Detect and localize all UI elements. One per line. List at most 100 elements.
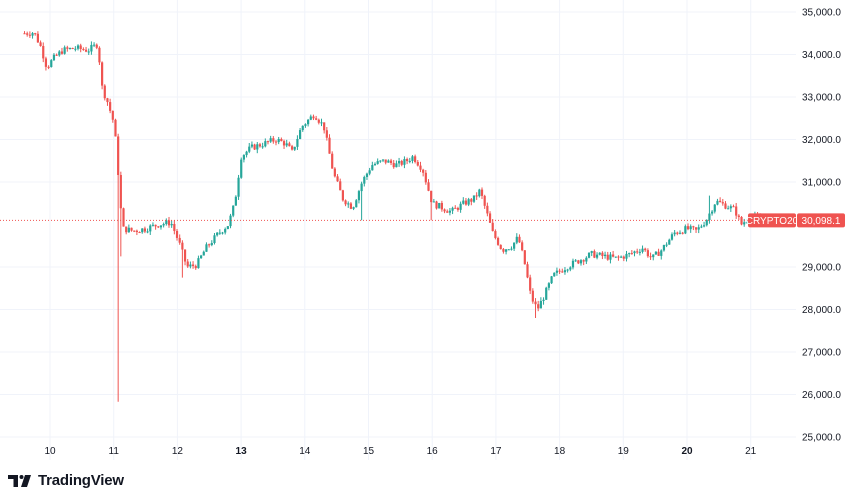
candle (550, 275, 553, 285)
candle-body (232, 205, 235, 216)
candle (175, 229, 179, 241)
candle (387, 159, 390, 163)
candle (702, 221, 706, 228)
candle-body (721, 202, 724, 204)
candle-body (167, 220, 171, 226)
candle-body (582, 260, 585, 262)
candle-body (531, 290, 534, 302)
candle-body (515, 236, 518, 243)
candle (590, 250, 593, 257)
candle-body (504, 249, 508, 252)
candle (488, 211, 492, 223)
candle (569, 266, 572, 272)
candle-body (339, 181, 342, 191)
candle-body (577, 260, 580, 264)
candle-body (272, 138, 275, 142)
candle-body (261, 146, 264, 148)
candle-body (710, 211, 714, 214)
candle-body (403, 159, 406, 165)
candle-body (513, 242, 516, 249)
candle-body (478, 189, 481, 197)
candle-body (620, 256, 623, 258)
candle (577, 259, 580, 265)
candle (593, 249, 596, 259)
candle (384, 159, 387, 165)
candle-body (464, 200, 468, 205)
candle (689, 224, 692, 233)
candle (480, 187, 484, 200)
candle (732, 204, 735, 208)
candle-body (60, 51, 64, 54)
candle-body (162, 224, 165, 226)
candle-body (389, 160, 393, 163)
candle-body (569, 267, 572, 270)
candle (213, 232, 216, 245)
candle-body (240, 159, 243, 178)
candle-body (371, 165, 374, 171)
candle-body (333, 168, 336, 177)
candle-body (90, 44, 93, 52)
candle (229, 213, 232, 229)
candle (125, 226, 128, 235)
candle (293, 146, 296, 151)
candle-body (432, 201, 435, 203)
candle (170, 220, 173, 228)
candle (205, 242, 208, 252)
candle-body (135, 230, 138, 233)
candle (135, 229, 138, 236)
candle (309, 114, 312, 121)
candle-body (483, 195, 486, 206)
candle-body (660, 250, 663, 256)
candle (686, 223, 690, 231)
candle-body (309, 116, 312, 120)
candle (66, 45, 69, 52)
candle-body (68, 47, 72, 49)
candle-body (175, 230, 179, 238)
candle (376, 158, 379, 165)
candle-body (229, 215, 232, 227)
candle (397, 157, 401, 167)
candle-body (133, 230, 136, 232)
candle-body (606, 254, 609, 260)
candle (507, 249, 510, 251)
candle (336, 174, 339, 182)
candle (127, 224, 130, 233)
grid (0, 0, 796, 460)
candle-body (628, 253, 631, 255)
candle (494, 229, 497, 240)
candle (114, 118, 117, 137)
y-tick-label: 26,000.0 (802, 390, 841, 401)
candle-body (170, 223, 173, 226)
candle (58, 50, 61, 57)
candle (371, 161, 374, 171)
candle (333, 167, 336, 178)
candle (636, 248, 639, 254)
candle-body (55, 54, 58, 56)
candle-body (523, 250, 526, 265)
candle-body (242, 155, 246, 160)
candle (603, 251, 607, 259)
candle-body (518, 236, 521, 243)
candle-body (686, 226, 690, 230)
candle-body (237, 177, 240, 197)
candle-body (719, 200, 722, 203)
candle-body (595, 254, 599, 258)
candle (523, 250, 526, 265)
candle-body (727, 208, 730, 210)
candle-body (697, 227, 700, 230)
candle (304, 123, 307, 128)
candle-body (673, 232, 676, 235)
candle-body (376, 161, 379, 164)
candle (199, 254, 203, 259)
candle-body (290, 146, 294, 150)
candle-body (274, 141, 278, 143)
candle (122, 207, 125, 227)
candle-body (312, 116, 315, 119)
candle-body (224, 229, 227, 233)
candle (76, 44, 80, 51)
candle (427, 179, 430, 192)
candle (178, 234, 181, 245)
candle (630, 250, 633, 255)
candle-body (408, 160, 411, 162)
